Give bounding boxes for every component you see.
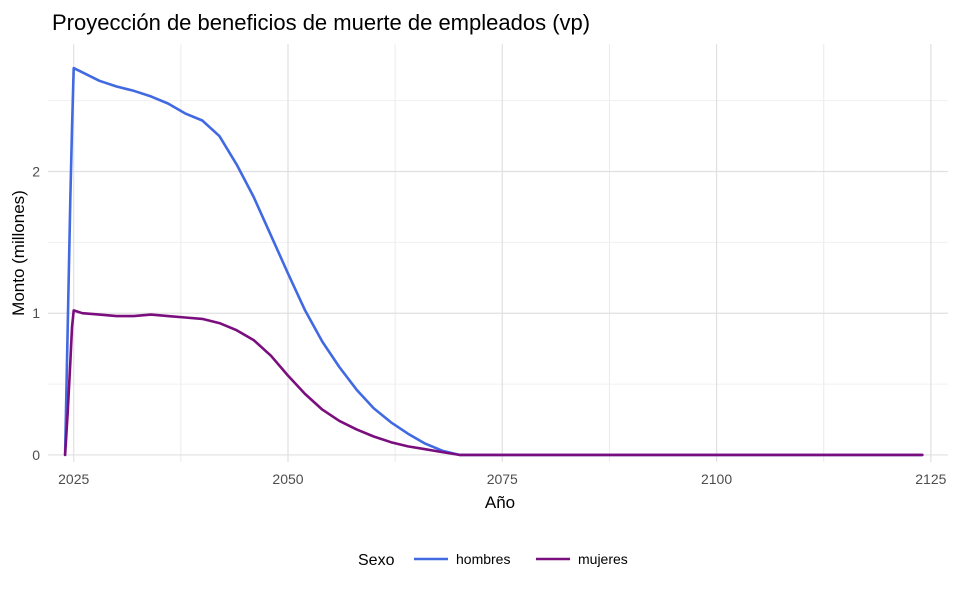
series-group xyxy=(63,66,924,457)
grid xyxy=(48,44,948,462)
x-axis-title: Año xyxy=(485,493,515,512)
y-tick-labels: 0 1 2 xyxy=(32,164,40,463)
y-axis-title: Monto (millones) xyxy=(9,190,28,316)
chart-title: Proyección de beneficios de muerte de em… xyxy=(52,10,590,35)
legend-label-hombres: hombres xyxy=(456,551,510,567)
series-line-mujeres xyxy=(63,309,924,457)
legend: Sexo hombres mujeres xyxy=(358,551,628,569)
x-tick-label: 2075 xyxy=(487,471,518,487)
y-tick-label: 2 xyxy=(32,164,40,180)
x-tick-label: 2125 xyxy=(915,471,946,487)
y-tick-label: 0 xyxy=(32,447,40,463)
legend-label-mujeres: mujeres xyxy=(578,551,628,567)
series-line-hombres xyxy=(63,66,924,457)
x-tick-label: 2025 xyxy=(58,471,89,487)
x-tick-label: 2050 xyxy=(272,471,303,487)
legend-title: Sexo xyxy=(358,552,395,569)
y-tick-label: 1 xyxy=(32,305,40,321)
x-tick-labels: 2025 2050 2075 2100 2125 xyxy=(58,471,947,487)
x-tick-label: 2100 xyxy=(701,471,732,487)
